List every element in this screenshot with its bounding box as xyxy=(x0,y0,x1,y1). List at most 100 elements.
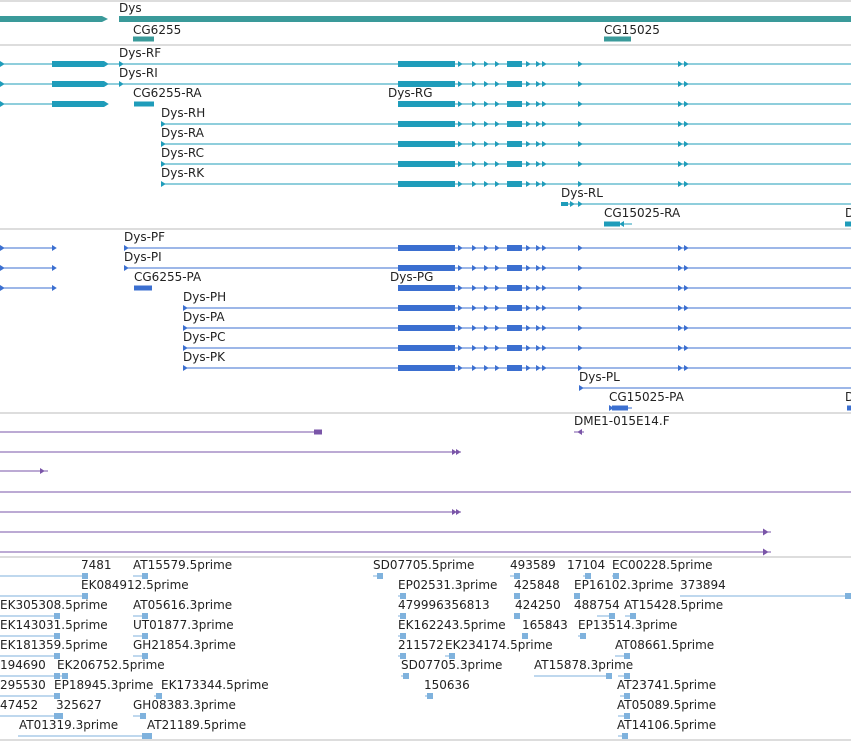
est-label[interactable]: 211572 xyxy=(398,638,444,652)
strand-arrow xyxy=(484,325,489,331)
transcript-label[interactable]: CG6255-RA xyxy=(133,86,202,100)
est-label[interactable]: AT23741.5prime xyxy=(617,678,717,692)
strand-arrow xyxy=(458,245,463,251)
exon-block xyxy=(52,81,104,87)
gene-label-dys[interactable]: Dys xyxy=(119,1,142,15)
est-label[interactable]: SD07705.5prime xyxy=(373,558,475,572)
est-label[interactable]: 150636 xyxy=(424,678,470,692)
protein-label[interactable]: Dys-PL xyxy=(579,370,620,384)
est-label[interactable]: 7481 xyxy=(81,558,112,572)
est-label[interactable]: EP13514.3prime xyxy=(578,618,678,632)
protein-label[interactable]: Dys-PA xyxy=(183,310,225,324)
est-label[interactable]: EK234174.5prime xyxy=(445,638,553,652)
est-label[interactable]: EK206752.5prime xyxy=(57,658,165,672)
est-label[interactable]: EK143031.5prime xyxy=(0,618,108,632)
est-label[interactable]: AT05089.5prime xyxy=(617,698,717,712)
est-block xyxy=(54,673,60,679)
strand-arrow xyxy=(0,81,5,87)
est-label[interactable]: AT08661.5prime xyxy=(615,638,715,652)
strand-arrow xyxy=(678,365,683,371)
transcript-label[interactable]: Dys-RC xyxy=(161,146,205,160)
transcript-label[interactable]: Dys-RL xyxy=(561,186,603,200)
strand-arrow xyxy=(458,365,463,371)
est-block xyxy=(845,593,851,599)
est-block xyxy=(142,573,148,579)
est-block xyxy=(622,733,628,739)
est-label[interactable]: SD07705.3prime xyxy=(401,658,503,672)
est-label[interactable]: AT14106.5prime xyxy=(617,718,717,732)
exon-block xyxy=(398,365,455,371)
est-label[interactable]: AT21189.5prime xyxy=(147,718,247,732)
protein-label[interactable]: Dys-PI xyxy=(124,250,162,264)
est-label[interactable]: EK305308.5prime xyxy=(0,598,108,612)
est-label[interactable]: 295530 xyxy=(0,678,46,692)
transcript-label[interactable]: Dys-RF xyxy=(119,46,162,60)
est-label[interactable]: EC00228.5prime xyxy=(612,558,713,572)
est-label[interactable]: EK162243.5prime xyxy=(398,618,506,632)
exon-block xyxy=(398,325,455,331)
protein-label[interactable]: Dys-PG xyxy=(390,270,434,284)
strand-arrow xyxy=(458,325,463,331)
strand-arrow xyxy=(472,345,477,351)
exon-block-cg6255-pa xyxy=(134,285,152,291)
est-label[interactable]: 165843 xyxy=(522,618,568,632)
strand-arrow xyxy=(678,101,683,107)
transcript-label[interactable]: Dys-RK xyxy=(161,166,205,180)
gene-label-cg6255[interactable]: CG6255 xyxy=(133,23,182,37)
est-label[interactable]: 194690 xyxy=(0,658,46,672)
protein-label[interactable]: Dys-PK xyxy=(183,350,226,364)
strand-arrow xyxy=(484,265,489,271)
strand-arrow xyxy=(183,305,188,311)
gene-label-cg15025[interactable]: CG15025 xyxy=(604,23,660,37)
strand-arrow xyxy=(526,101,531,107)
est-label[interactable]: 479996356813 xyxy=(398,598,490,612)
est-label[interactable]: 493589 xyxy=(510,558,556,572)
est-label[interactable]: EP02531.3prime xyxy=(398,578,498,592)
est-label[interactable]: GH21854.3prime xyxy=(133,638,236,652)
est-label[interactable]: EP16102.3prime xyxy=(574,578,674,592)
est-label[interactable]: 488754 xyxy=(574,598,620,612)
strand-arrow xyxy=(536,285,541,291)
est-label[interactable]: 373894 xyxy=(680,578,726,592)
est-label[interactable]: AT15579.5prime xyxy=(133,558,233,572)
transcript-label[interactable]: Dys-RI xyxy=(119,66,158,80)
protein-label[interactable]: Dys-PF xyxy=(124,230,166,244)
est-label[interactable]: EK173344.5prime xyxy=(161,678,269,692)
est-label[interactable]: 325627 xyxy=(56,698,102,712)
protein-label[interactable]: CG15025-PA xyxy=(609,390,684,404)
est-label[interactable]: GH08383.3prime xyxy=(133,698,236,712)
transcript-label[interactable]: Dys-RA xyxy=(161,126,204,140)
strand-arrow xyxy=(472,61,477,67)
protein-label[interactable]: CG6255-PA xyxy=(134,270,202,284)
strand-arrow xyxy=(472,121,477,127)
est-label[interactable]: UT01877.3prime xyxy=(133,618,234,632)
est-label[interactable]: 425848 xyxy=(514,578,560,592)
strand-arrow xyxy=(526,245,531,251)
est-label[interactable]: AT15428.5prime xyxy=(624,598,724,612)
est-label[interactable]: 47452 xyxy=(0,698,39,712)
strand-arrow xyxy=(678,81,683,87)
clone-label[interactable]: DME1-015E14.F xyxy=(574,414,670,428)
est-label[interactable]: EK084912.5prime xyxy=(81,578,189,592)
transcript-label[interactable]: D xyxy=(845,206,851,220)
transcript-label[interactable]: Dys-RG xyxy=(388,86,433,100)
est-block xyxy=(514,573,520,579)
est-block xyxy=(400,613,406,619)
est-label[interactable]: 17104 xyxy=(567,558,606,572)
est-label[interactable]: 424250 xyxy=(515,598,561,612)
protein-label[interactable]: Dys-PC xyxy=(183,330,226,344)
est-label[interactable]: AT05616.3prime xyxy=(133,598,233,612)
strand-arrow xyxy=(495,305,500,311)
strand-arrow xyxy=(536,141,541,147)
protein-label[interactable]: D xyxy=(845,390,851,404)
protein-label[interactable]: Dys-PH xyxy=(183,290,227,304)
transcript-label[interactable]: Dys-RH xyxy=(161,106,206,120)
est-label[interactable]: EP18945.3prime xyxy=(54,678,154,692)
est-label[interactable]: AT01319.3prime xyxy=(19,718,119,732)
strand-arrow xyxy=(495,61,500,67)
est-label[interactable]: EK181359.5prime xyxy=(0,638,108,652)
est-label[interactable]: AT15878.3prime xyxy=(534,658,634,672)
transcript-label[interactable]: CG15025-RA xyxy=(604,206,681,220)
